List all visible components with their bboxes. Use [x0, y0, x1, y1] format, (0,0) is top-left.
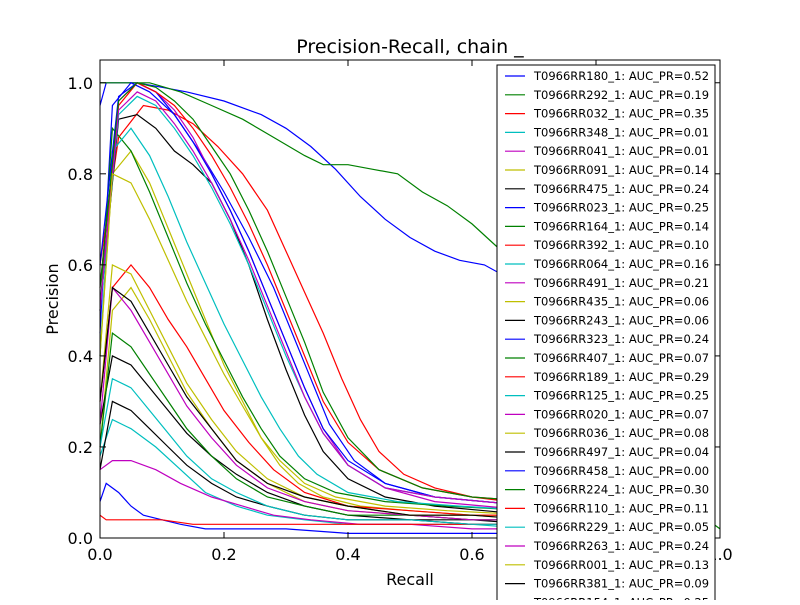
series-line-27: [99, 286, 535, 521]
series-line-5: [99, 149, 534, 516]
series-line-6: [99, 113, 535, 516]
legend-label-27: T0966RR381_1: AUC_PR=0.09: [533, 577, 709, 591]
y-tick-label-1: 0.2: [68, 438, 93, 457]
y-tick-label-0: 0.0: [68, 529, 93, 548]
series-line-18: [99, 286, 534, 521]
legend-label-28: T0966RR154_1: AUC_PR=0.25: [533, 595, 709, 600]
legend-label-2: T0966RR032_1: AUC_PR=0.35: [533, 107, 709, 121]
legend-label-7: T0966RR023_1: AUC_PR=0.25: [533, 201, 709, 215]
legend-label-10: T0966RR064_1: AUC_PR=0.16: [533, 257, 709, 271]
legend-label-0: T0966RR180_1: AUC_PR=0.52: [533, 69, 709, 83]
legend-label-22: T0966RR224_1: AUC_PR=0.30: [533, 483, 709, 497]
series-line-24: [99, 377, 534, 525]
y-tick-label-2: 0.4: [68, 347, 93, 366]
series-line-9: [99, 263, 534, 516]
legend-label-13: T0966RR243_1: AUC_PR=0.06: [533, 313, 709, 327]
legend-label-3: T0966RR348_1: AUC_PR=0.01: [533, 125, 709, 139]
legend-label-9: T0966RR392_1: AUC_PR=0.10: [533, 238, 709, 252]
series-line-13: [99, 355, 535, 525]
legend-label-18: T0966RR020_1: AUC_PR=0.07: [533, 407, 709, 421]
legend-label-4: T0966RR041_1: AUC_PR=0.01: [533, 144, 709, 158]
x-axis-label: Recall: [386, 570, 434, 589]
legend-label-11: T0966RR491_1: AUC_PR=0.21: [533, 276, 709, 290]
series-line-2: [99, 104, 535, 507]
legend-label-23: T0966RR110_1: AUC_PR=0.11: [533, 501, 709, 515]
legend-label-20: T0966RR497_1: AUC_PR=0.04: [533, 445, 709, 459]
legend-label-24: T0966RR229_1: AUC_PR=0.05: [533, 520, 709, 534]
legend-label-12: T0966RR435_1: AUC_PR=0.06: [533, 295, 709, 309]
series-line-23: [99, 514, 534, 525]
legend-box: [496, 64, 716, 605]
series-layer: [99, 82, 721, 535]
legend: T0966RR180_1: AUC_PR=0.52 T0966RR292_1: A…: [496, 64, 716, 605]
series-line-22: [99, 82, 535, 503]
chart-title: Precision-Recall, chain _: [296, 36, 524, 58]
legend-label-5: T0966RR091_1: AUC_PR=0.14: [533, 163, 709, 177]
legend-label-8: T0966RR164_1: AUC_PR=0.14: [533, 219, 709, 233]
series-line-15: [99, 331, 534, 521]
y-tick-label-3: 0.6: [68, 256, 93, 275]
legend-label-16: T0966RR189_1: AUC_PR=0.29: [533, 370, 709, 384]
y-axis-label: Precision: [43, 263, 62, 334]
legend-label-15: T0966RR407_1: AUC_PR=0.07: [533, 351, 709, 365]
legend-label-6: T0966RR475_1: AUC_PR=0.24: [533, 182, 709, 196]
y-tick-label-5: 1.0: [68, 74, 93, 93]
legend-label-25: T0966RR263_1: AUC_PR=0.24: [533, 539, 709, 553]
series-line-25: [99, 91, 535, 507]
series-line-21: [99, 482, 534, 535]
series-line-26: [99, 172, 535, 516]
axes-frame: [99, 59, 721, 539]
legend-label-21: T0966RR458_1: AUC_PR=0.00: [533, 464, 709, 478]
x-tick-label-3: 0.6: [459, 545, 484, 564]
series-line-10: [99, 127, 535, 512]
x-tick-label-0: 0.0: [87, 545, 112, 564]
legend-label-26: T0966RR001_1: AUC_PR=0.13: [533, 558, 709, 572]
series-line-8: [99, 126, 535, 512]
x-tick-label-2: 0.4: [335, 545, 360, 564]
legend-label-14: T0966RR323_1: AUC_PR=0.24: [533, 332, 709, 346]
legend-label-17: T0966RR125_1: AUC_PR=0.25: [533, 389, 709, 403]
x-tick-label-1: 0.2: [211, 545, 236, 564]
legend-label-1: T0966RR292_1: AUC_PR=0.19: [533, 88, 709, 102]
legend-label-19: T0966RR036_1: AUC_PR=0.08: [533, 426, 709, 440]
y-tick-label-4: 0.8: [68, 165, 93, 184]
